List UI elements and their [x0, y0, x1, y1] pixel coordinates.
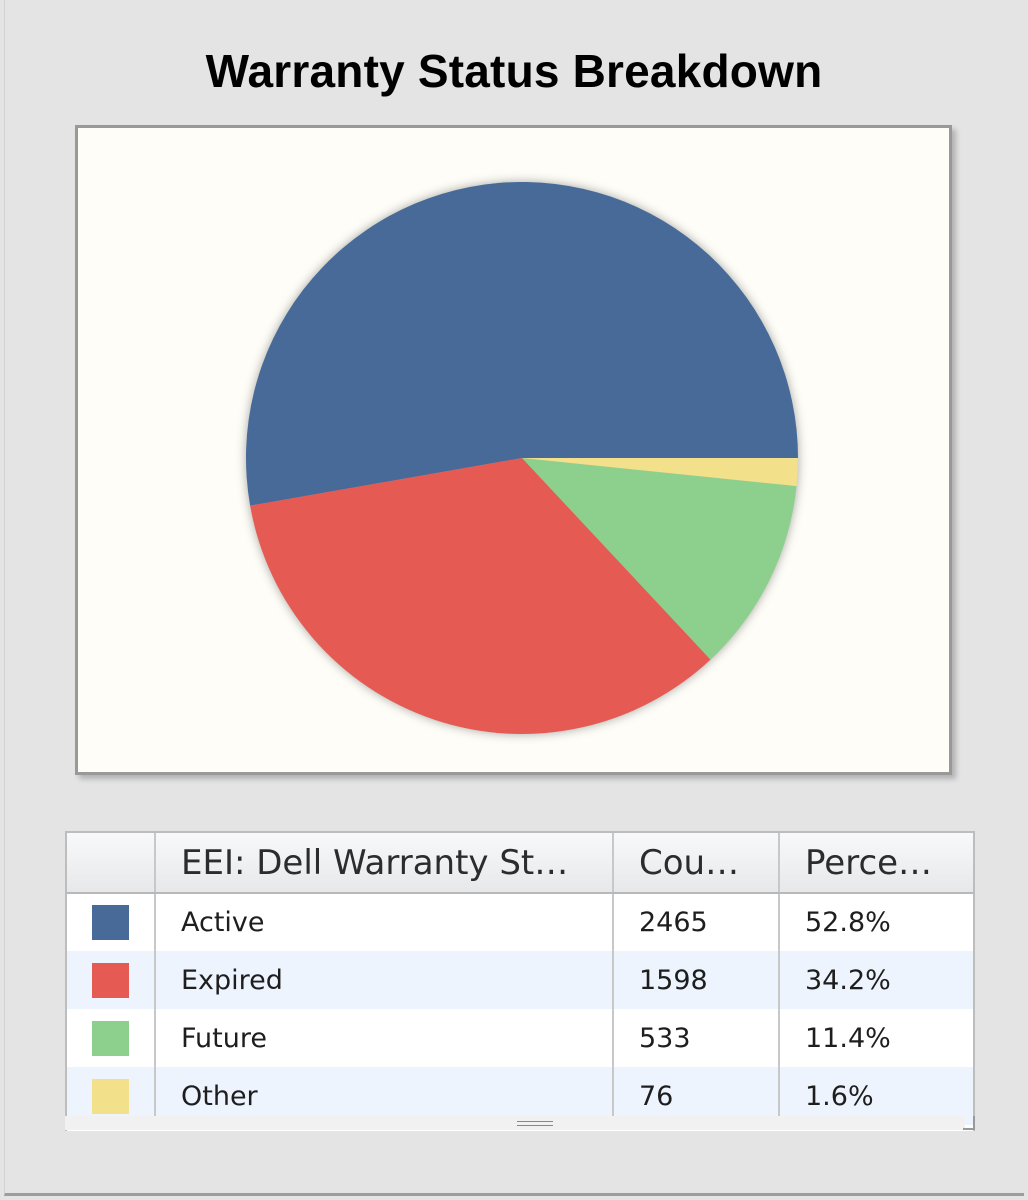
widget-panel: Warranty Status Breakdown EEI: Dell Warr…: [4, 0, 1024, 1196]
pie-chart: [246, 182, 798, 734]
table-row-other[interactable]: Other 76 1.6%: [67, 1067, 973, 1125]
percent-value: 34.2%: [779, 951, 973, 1009]
pie-slice-future[interactable]: [522, 458, 797, 660]
chart-title: Warranty Status Breakdown: [205, 45, 823, 97]
column-header-status[interactable]: EEI: Dell Warranty St…: [155, 833, 614, 894]
color-swatch-active: [92, 905, 129, 940]
status-label: Active: [155, 893, 614, 951]
status-label: Other: [155, 1067, 614, 1125]
color-swatch-expired: [92, 962, 129, 998]
status-label: Expired: [155, 951, 614, 1009]
percent-value: 1.6%: [779, 1067, 973, 1125]
column-header-count[interactable]: Cou…: [613, 833, 780, 894]
column-header-percent[interactable]: Perce…: [779, 833, 973, 894]
table-row-active[interactable]: Active 2465 52.8%: [67, 893, 973, 951]
percent-value: 52.8%: [805, 907, 891, 938]
count-value: 76: [613, 1067, 780, 1125]
table-row-future[interactable]: Future 533 11.4%: [67, 1009, 973, 1067]
table-header-row: EEI: Dell Warranty St… Cou… Perce…: [67, 833, 973, 894]
pie-slice-expired[interactable]: [250, 458, 711, 734]
pie-chart-area: [75, 125, 952, 775]
pie-slice-other[interactable]: [522, 458, 798, 487]
color-swatch-other: [92, 1078, 129, 1114]
table-corner: [963, 1116, 975, 1130]
table-row-expired[interactable]: Expired 1598 34.2%: [67, 951, 973, 1009]
pie-slice-active[interactable]: [246, 182, 798, 506]
count-value: 1598: [613, 951, 780, 1009]
count-value: 2465: [613, 893, 780, 951]
status-label: Future: [155, 1009, 614, 1067]
table-resize-handle[interactable]: [65, 1116, 965, 1130]
grip-icon: [517, 1121, 553, 1126]
color-swatch-future: [92, 1020, 129, 1056]
percent-value: 11.4%: [805, 1022, 891, 1054]
legend-table: EEI: Dell Warranty St… Cou… Perce… Activ…: [65, 831, 975, 1131]
column-header-swatch[interactable]: [67, 833, 156, 894]
count-value: 533: [613, 1009, 780, 1067]
